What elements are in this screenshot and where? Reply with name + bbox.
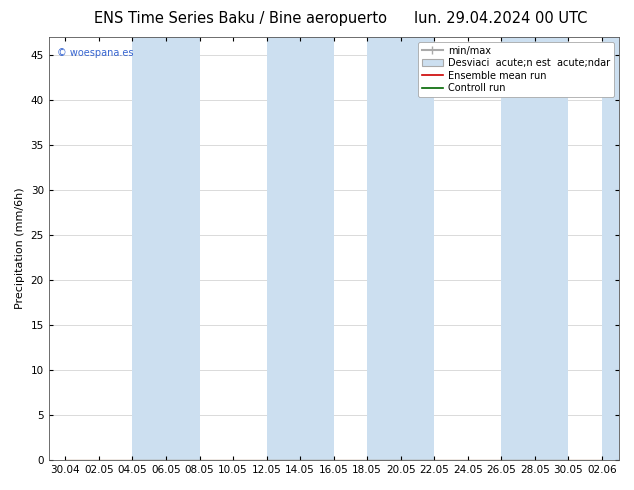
Text: ENS Time Series Baku / Bine aeropuerto: ENS Time Series Baku / Bine aeropuerto xyxy=(94,11,387,26)
Text: © woespana.es: © woespana.es xyxy=(57,48,134,58)
Legend: min/max, Desviaci  acute;n est  acute;ndar, Ensemble mean run, Controll run: min/max, Desviaci acute;n est acute;ndar… xyxy=(418,42,614,97)
Bar xyxy=(501,37,568,460)
Bar xyxy=(367,37,434,460)
Text: lun. 29.04.2024 00 UTC: lun. 29.04.2024 00 UTC xyxy=(414,11,588,26)
Bar xyxy=(133,37,200,460)
Bar xyxy=(602,37,634,460)
Y-axis label: Precipitation (mm/6h): Precipitation (mm/6h) xyxy=(15,188,25,309)
Bar xyxy=(267,37,333,460)
